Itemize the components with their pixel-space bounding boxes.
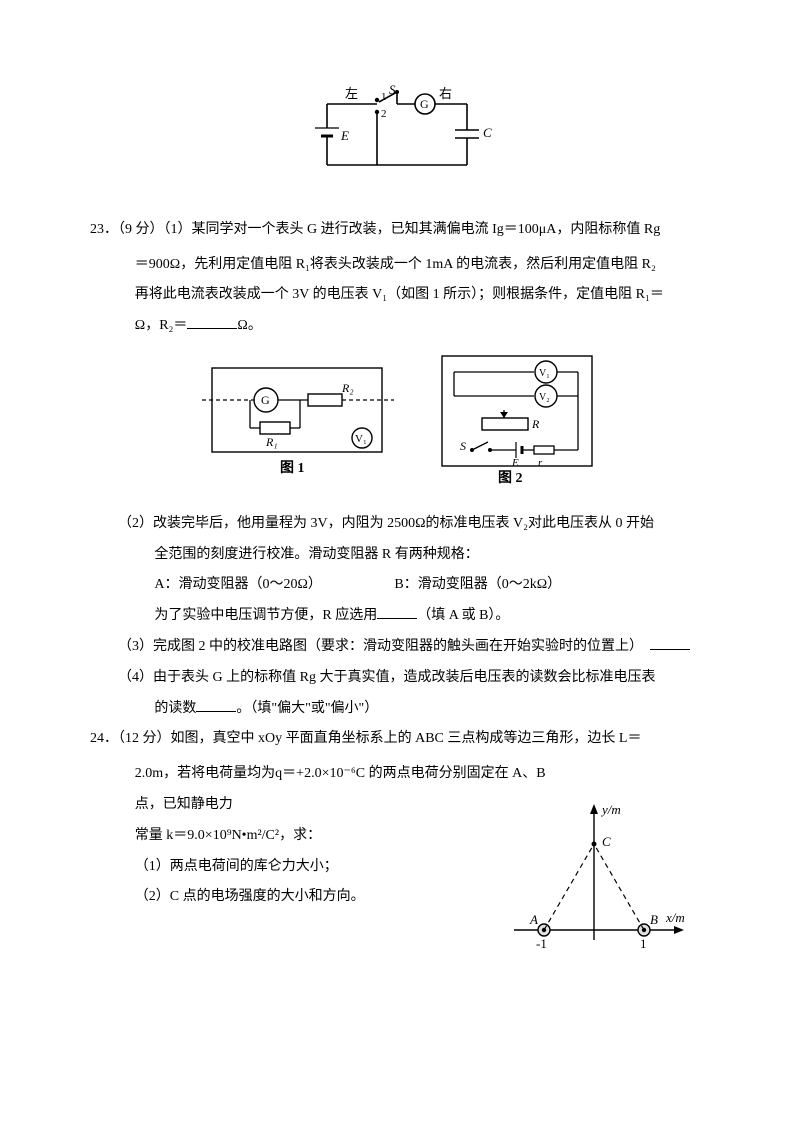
svg-text:r: r: [538, 457, 543, 469]
svg-text:V₂: V₂: [539, 392, 550, 403]
svg-text:x/m: x/m: [665, 910, 685, 925]
q23-p1b: ＝900Ω，先利用定值电阻 R₁将表头改装成一个 1mA 的电流表，然后利用定值…: [90, 250, 704, 281]
q23-p1c: 再将此电流表改装成一个 3V 的电压表 V₁（如图 1 所示）；则根据条件，定值…: [90, 280, 704, 311]
left-label: 左: [345, 86, 358, 101]
blank-circuit[interactable]: [650, 635, 690, 650]
svg-text:V₁: V₁: [355, 433, 367, 445]
q23-p1a: （1）某同学对一个表头 G 进行改装，已知其满偏电流 Ig＝100μA，内阻标称…: [164, 222, 661, 237]
right-label: 右: [439, 86, 452, 101]
q24-number: 24．: [90, 731, 118, 746]
svg-text:V₁: V₁: [539, 368, 550, 379]
q23-p2a: （2）改装完毕后，他用量程为 3V，内阻为 2500Ω的标准电压表 V₂对此电压…: [90, 509, 704, 540]
blank-bias[interactable]: [196, 697, 236, 712]
q23-p2c: 为了实验中电压调节方便，R 应选用（填 A 或 B）。: [90, 601, 704, 632]
q24-p1c: 常量 k＝9.0×10⁹N•m²/C²，求：: [90, 821, 555, 852]
q24-s2: （2）C 点的电场强度的大小和方向。: [90, 882, 555, 913]
q24-points: （12 分）: [118, 731, 171, 746]
q23-p4a: （4）由于表头 G 上的标称值 Rg 大于真实值，造成改装后电压表的读数会比标准…: [90, 663, 704, 694]
q24-line1: 24．（12 分）如图，真空中 xOy 平面直角坐标系上的 ABC 三点构成等边…: [90, 724, 704, 755]
svg-text:R₂: R₂: [341, 381, 354, 395]
q24-s1: （1）两点电荷间的库仑力大小；: [90, 852, 555, 883]
q23-p4b: 的读数。（填"偏大"或"偏小"）: [90, 694, 704, 725]
q23-points: （9 分）: [118, 222, 164, 237]
svg-text:E: E: [340, 128, 349, 143]
q23-optA: A：滑动变阻器（0～20Ω）: [154, 570, 394, 601]
svg-text:G: G: [261, 393, 270, 407]
q23-figures: G R₂ R₁ V₁ 图 1 V₁: [90, 350, 704, 503]
q22-circuit-figure: 左 右 1 2 S G C: [90, 80, 704, 203]
svg-text:y/m: y/m: [600, 802, 621, 817]
svg-text:-1: -1: [536, 936, 547, 951]
q23-p2b: 全范围的刻度进行校准。滑动变阻器 R 有两种规格：: [90, 540, 704, 571]
svg-text:C: C: [602, 834, 611, 849]
q24-figure: y/m x/m A B -1 1 C: [494, 800, 694, 980]
svg-text:图 1: 图 1: [280, 460, 305, 476]
svg-text:G: G: [420, 97, 429, 111]
svg-text:A: A: [529, 912, 538, 927]
svg-text:R₁: R₁: [265, 435, 278, 449]
svg-text:1: 1: [640, 936, 647, 951]
svg-text:图 2: 图 2: [498, 470, 523, 486]
q24-p1a: 如图，真空中 xOy 平面直角坐标系上的 ABC 三点构成等边三角形，边长 L＝: [171, 731, 642, 746]
q23-p3: （3）完成图 2 中的校准电路图（要求：滑动变阻器的触头画在开始实验时的位置上）: [90, 632, 704, 663]
svg-text:S: S: [460, 439, 466, 453]
svg-text:2: 2: [381, 108, 387, 120]
q23-options: A：滑动变阻器（0～20Ω） B：滑动变阻器（0～2kΩ）: [90, 570, 704, 601]
q23-line1: 23．（9 分）（1）某同学对一个表头 G 进行改装，已知其满偏电流 Ig＝10…: [90, 215, 704, 246]
svg-text:E: E: [511, 457, 519, 469]
q23-p1d: Ω，R₂＝Ω。: [90, 311, 704, 342]
q24-p1b: 2.0m，若将电荷量均为q＝+2.0×10⁻⁶C 的两点电荷分别固定在 A、B …: [90, 759, 555, 821]
svg-text:R: R: [531, 417, 540, 431]
q23-number: 23．: [90, 222, 118, 237]
blank-select-r[interactable]: [377, 604, 417, 619]
blank-r2[interactable]: [187, 314, 237, 329]
svg-text:C: C: [483, 125, 492, 140]
q23-optB: B：滑动变阻器（0～2kΩ）: [394, 570, 561, 601]
svg-text:B: B: [650, 912, 658, 927]
